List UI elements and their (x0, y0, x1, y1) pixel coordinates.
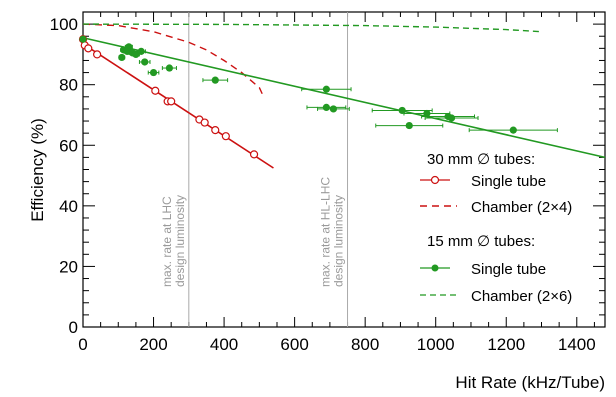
data-point-15mm (141, 58, 149, 66)
x-tick-label: 0 (78, 335, 87, 354)
data-point-30mm (200, 118, 209, 127)
y-tick-label: 40 (59, 197, 78, 216)
x-tick-label: 600 (280, 335, 308, 354)
legend-entry-15mm-single-tube: Single tube (420, 261, 546, 278)
legend-chamber-2x4-label: Chamber (2×4) (471, 199, 572, 216)
x-tick-label: 400 (210, 335, 238, 354)
legend-entry-30mm-single-tube: Single tube (420, 173, 546, 190)
x-tick-label: 800 (351, 335, 379, 354)
axes-frame: 0 200 400 600 800 1000 1200 1400 0 20 40 60 80 100 (50, 11, 606, 354)
legend-30mm-single-label: Single tube (471, 173, 546, 190)
chamber-curve-30mm (82, 23, 264, 96)
data-point-30mm (167, 97, 176, 106)
reference-lines: max. rate at LHC design luminosity max. ra… (160, 12, 349, 327)
legend-chamber-2x6-label: Chamber (2×6) (471, 288, 572, 305)
reference-line-label: design luminosity (173, 195, 187, 287)
data-point-30mm (211, 126, 220, 135)
data-point-30mm (249, 150, 259, 159)
legend-group-30mm-title: 30 mm ∅ tubes: (427, 151, 535, 168)
data-point-30mm (93, 50, 102, 59)
legend-15mm-single-label: Single tube (471, 261, 546, 278)
data-point-30mm (221, 132, 230, 141)
x-tick-label: 200 (139, 335, 167, 354)
legend-entry-chamber-2x4: Chamber (2×4) (420, 199, 572, 216)
reference-line-label: design luminosity (332, 195, 346, 287)
data-point-30mm (151, 86, 160, 95)
y-tick-label: 100 (50, 15, 78, 34)
data-point-15mm (79, 35, 87, 43)
y-tick-label: 80 (59, 76, 78, 95)
x-tick-label: 1400 (558, 335, 596, 354)
legend-group-15mm-title: 15 mm ∅ tubes: (427, 233, 535, 250)
data-point-15mm (149, 68, 158, 77)
fit-line-15mm (82, 36, 606, 159)
data-point-15mm (132, 50, 140, 59)
data-point-15mm (165, 64, 174, 72)
legend-entry-chamber-2x6: Chamber (2×6) (420, 288, 572, 305)
legend: 30 mm ∅ tubes: Single tube Chamber (2×4)… (420, 151, 572, 305)
data-point-15mm (125, 43, 133, 51)
data-point-15mm (137, 47, 145, 55)
legend-15mm-single-marker (431, 264, 439, 272)
data-point-15mm (322, 85, 330, 93)
data-point-15mm (423, 109, 431, 118)
series-curves (82, 23, 606, 169)
reference-line-label: max. rate at HL-LHC (319, 177, 333, 287)
y-tick-label: 20 (59, 257, 78, 276)
y-axis-title: Efficiency (%) (28, 118, 47, 222)
data-point-15mm (447, 114, 456, 122)
x-axis-title: Hit Rate (kHz/Tube) (455, 373, 605, 392)
x-tick-label: 1000 (417, 335, 455, 354)
data-point-15mm (322, 103, 330, 112)
data-point-30mm (84, 44, 93, 53)
y-tick-label: 0 (69, 318, 78, 337)
data-point-15mm (118, 53, 126, 62)
legend-30mm-single-marker (430, 175, 440, 185)
data-point-15mm (398, 106, 406, 115)
series-points (78, 35, 558, 159)
data-point-15mm (405, 121, 413, 130)
data-point-15mm (509, 126, 517, 134)
chamber-curve-15mm (82, 23, 542, 33)
y-tick-label: 60 (59, 136, 78, 155)
data-point-15mm (329, 105, 338, 113)
x-tick-label: 1200 (487, 335, 525, 354)
reference-line-label: max. rate at LHC (160, 196, 174, 287)
data-point-15mm (211, 76, 219, 84)
fit-line-30mm (82, 43, 274, 169)
